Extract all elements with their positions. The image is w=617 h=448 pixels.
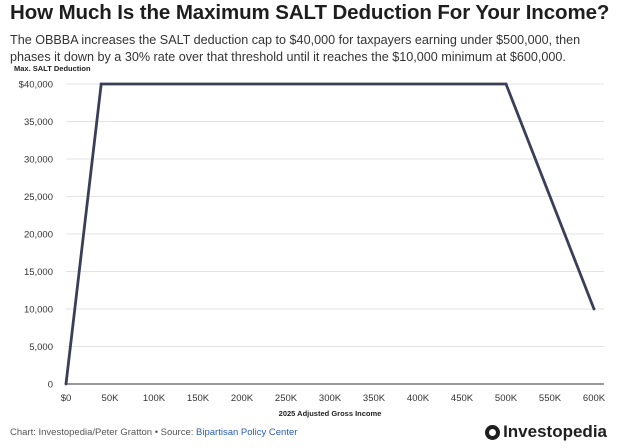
series — [64, 82, 596, 386]
y-tick-label: 25,000 — [24, 192, 53, 203]
source-link[interactable]: Bipartisan Policy Center — [196, 427, 298, 438]
x-tick-label: 300K — [319, 393, 342, 404]
data-point — [592, 307, 596, 311]
x-tick-label: 250K — [275, 393, 298, 404]
y-axis: 0 5,000 10,000 15,000 20,000 25,000 30,000 35,0… — [19, 80, 53, 391]
x-tick-label: 350K — [363, 393, 386, 404]
chart-subtitle: The OBBBA increases the SALT deduction c… — [10, 33, 581, 64]
y-tick-label: $40,000 — [19, 80, 53, 91]
x-tick-label: $0 — [61, 393, 72, 404]
data-point — [99, 82, 103, 86]
x-tick-label: 50K — [102, 393, 120, 404]
series-line-0 — [64, 82, 596, 385]
x-tick-label: 150K — [187, 393, 210, 404]
x-tick-label: 400K — [407, 393, 430, 404]
brand-name: Investopedia — [503, 422, 607, 441]
x-tick-label: 500K — [495, 393, 518, 404]
y-axis-title: Max. SALT Deduction — [14, 64, 91, 73]
brand-logo: Investopedia — [485, 422, 607, 442]
investopedia-logo-icon — [485, 424, 501, 440]
x-tick-label: 200K — [231, 393, 254, 404]
x-tick-label: 550K — [539, 393, 562, 404]
y-tick-label: 20,000 — [24, 230, 53, 241]
x-tick-label: 600K — [583, 393, 606, 404]
x-tick-label: 100K — [143, 393, 166, 404]
data-point — [504, 82, 508, 86]
y-tick-label: 15,000 — [24, 267, 53, 278]
x-tick-label: 450K — [451, 393, 474, 404]
y-tick-label: 5,000 — [29, 342, 53, 353]
x-axis: $0 50K 100K 150K 200K 250K 300K 350K 400K 450K 500… — [61, 393, 606, 404]
y-tick-label: 0 — [48, 380, 53, 391]
chart-title: How Much Is the Maximum SALT Deduction F… — [10, 1, 610, 24]
data-point — [64, 382, 68, 386]
x-axis-title: 2025 Adjusted Gross Income — [279, 409, 382, 418]
y-tick-label: 10,000 — [24, 305, 53, 316]
y-tick-label: 35,000 — [24, 117, 53, 128]
footer-credit: Chart: Investopedia/Peter Gratton • Sour… — [10, 427, 297, 438]
y-tick-label: 30,000 — [24, 155, 53, 166]
footer-credit-text: Chart: Investopedia/Peter Gratton • Sour… — [10, 427, 197, 438]
